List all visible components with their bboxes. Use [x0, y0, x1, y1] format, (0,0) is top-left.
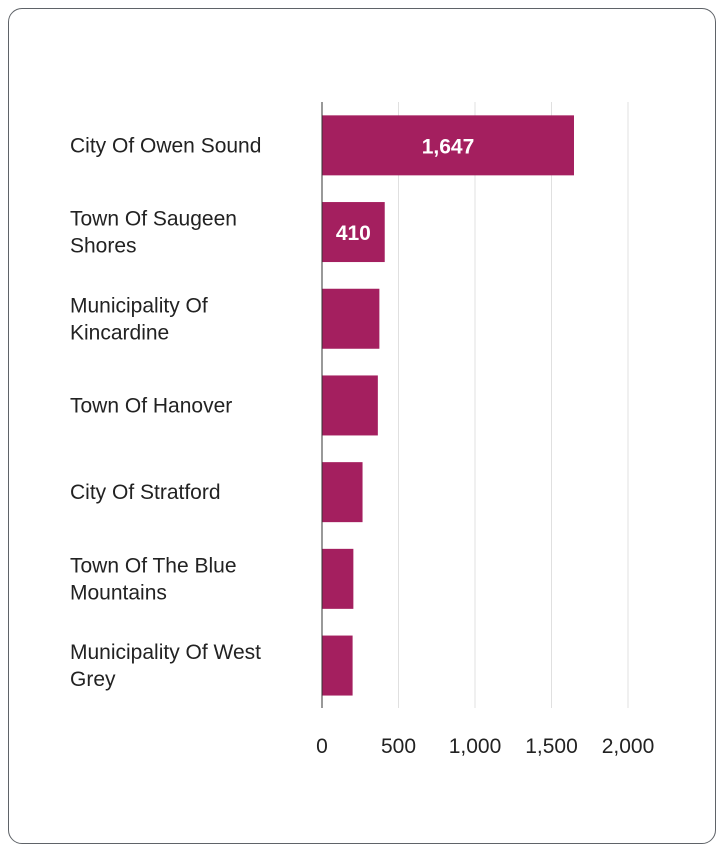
category-label: Town Of Saugeen Shores: [70, 208, 237, 258]
bar: [322, 462, 363, 523]
bar: [322, 115, 574, 176]
category-label-line: Town Of The Blue: [70, 554, 237, 577]
bar: [322, 635, 353, 696]
bar: [322, 548, 354, 609]
category-label-line: Kincardine: [70, 321, 169, 344]
category-label-line: Town Of Hanover: [70, 394, 232, 417]
category-label: Municipality Of West Grey: [70, 641, 261, 691]
category-label-line: Municipality Of West: [70, 641, 261, 664]
category-label-line: Town Of Saugeen: [70, 208, 237, 231]
x-tick-label: 1,500: [525, 735, 578, 758]
data-label: 1,647: [422, 135, 475, 158]
category-label: Municipality Of Kincardine: [70, 294, 208, 344]
category-label: City Of Stratford: [70, 481, 221, 504]
category-label-line: City Of Owen Sound: [70, 134, 261, 157]
category-label: City Of Owen Sound: [70, 134, 261, 157]
category-label: Town Of Hanover: [70, 394, 232, 417]
x-tick-label: 2,000: [602, 735, 655, 758]
x-tick-label: 1,000: [449, 735, 502, 758]
x-tick-label: 0: [316, 735, 328, 758]
category-label-line: City Of Stratford: [70, 481, 221, 504]
category-label-line: Shores: [70, 235, 137, 258]
category-label-line: Municipality Of: [70, 294, 208, 317]
bar: [322, 288, 380, 349]
category-label: Town Of The Blue Mountains: [70, 554, 237, 604]
x-tick-label: 500: [381, 735, 416, 758]
data-label: 410: [336, 222, 371, 245]
bar: [322, 202, 385, 263]
category-label-line: Grey: [70, 668, 116, 691]
category-label-line: Mountains: [70, 581, 167, 604]
bar-chart: 0 500 1,000 1,500 2,000 City Of Owen Sound 1,6…: [70, 102, 655, 758]
bar: [322, 375, 378, 436]
